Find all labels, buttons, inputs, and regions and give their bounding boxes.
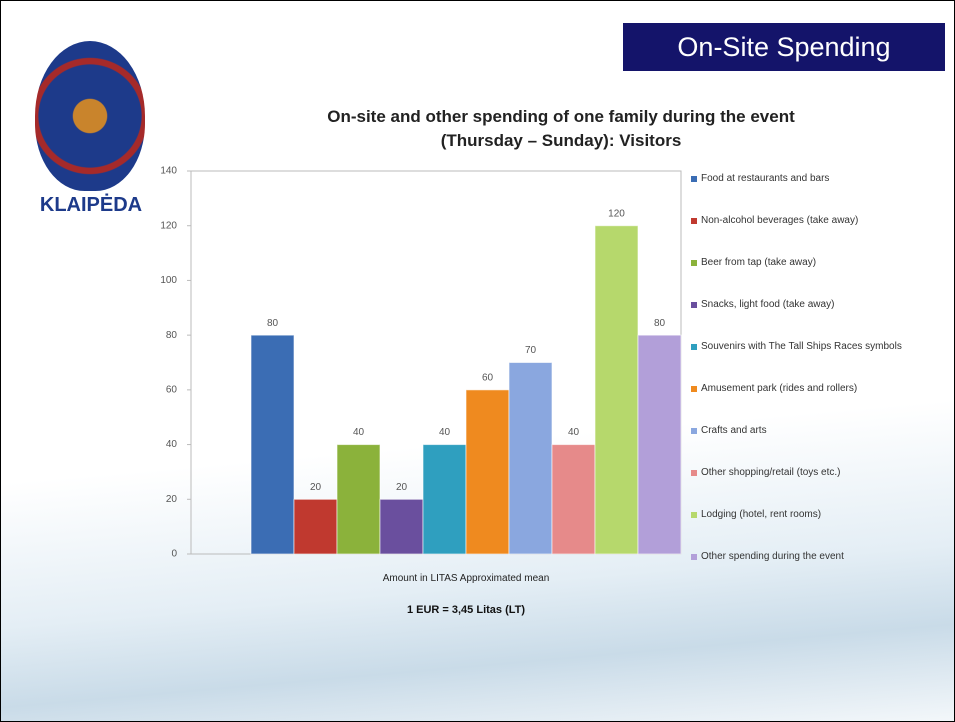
legend-swatch xyxy=(691,218,697,224)
legend-swatch xyxy=(691,512,697,518)
bar xyxy=(466,390,509,554)
legend-label: Souvenirs with The Tall Ships Races symb… xyxy=(701,341,902,352)
data-label: 20 xyxy=(310,482,322,493)
data-label: 70 xyxy=(525,345,537,356)
bar xyxy=(380,499,423,554)
legend-item: Lodging (hotel, rent rooms) xyxy=(691,509,926,520)
legend-item: Other shopping/retail (toys etc.) xyxy=(691,467,926,478)
legend-item: Food at restaurants and bars xyxy=(691,173,926,184)
legend-swatch xyxy=(691,554,697,560)
legend-label: Lodging (hotel, rent rooms) xyxy=(701,509,821,520)
legend-swatch xyxy=(691,176,697,182)
legend-swatch xyxy=(691,386,697,392)
data-label: 60 xyxy=(482,372,494,383)
legend-label: Beer from tap (take away) xyxy=(701,257,816,268)
y-tick-label: 0 xyxy=(171,549,177,560)
y-tick-label: 20 xyxy=(166,494,178,505)
bar xyxy=(294,499,337,554)
legend-item: Beer from tap (take away) xyxy=(691,257,926,268)
data-label: 40 xyxy=(568,427,580,438)
bar xyxy=(423,445,466,554)
data-label: 20 xyxy=(396,482,408,493)
data-label: 80 xyxy=(267,318,279,329)
data-label: 40 xyxy=(439,427,451,438)
bar xyxy=(638,335,681,554)
legend-swatch xyxy=(691,260,697,266)
note: 1 EUR = 3,45 Litas (LT) xyxy=(251,604,681,616)
legend-label: Other spending during the event xyxy=(701,551,844,562)
y-tick-label: 140 xyxy=(160,166,177,177)
bar xyxy=(595,226,638,554)
legend-label: Non-alcohol beverages (take away) xyxy=(701,215,858,226)
y-tick-label: 80 xyxy=(166,330,178,341)
data-label: 40 xyxy=(353,427,365,438)
legend-label: Amusement park (rides and rollers) xyxy=(701,383,857,394)
data-label: 80 xyxy=(654,318,666,329)
x-axis-label: Amount in LITAS Approximated mean xyxy=(251,573,681,584)
legend-swatch xyxy=(691,302,697,308)
legend-item: Souvenirs with The Tall Ships Races symb… xyxy=(691,341,926,352)
legend-label: Snacks, light food (take away) xyxy=(701,299,834,310)
slide: On-Site Spending KLAIPĖDA On-site and ot… xyxy=(0,0,955,722)
bar xyxy=(337,445,380,554)
legend-label: Other shopping/retail (toys etc.) xyxy=(701,467,841,478)
legend-item: Other spending during the event xyxy=(691,551,926,562)
legend-label: Food at restaurants and bars xyxy=(701,173,829,184)
legend-swatch xyxy=(691,344,697,350)
legend-swatch xyxy=(691,470,697,476)
legend-label: Crafts and arts xyxy=(701,425,767,436)
bar xyxy=(509,363,552,555)
legend-item: Crafts and arts xyxy=(691,425,926,436)
y-tick-label: 120 xyxy=(160,220,177,231)
data-label: 120 xyxy=(608,208,625,219)
y-tick-label: 100 xyxy=(160,275,177,286)
bar xyxy=(251,335,294,554)
y-tick-label: 60 xyxy=(166,384,178,395)
legend-item: Non-alcohol beverages (take away) xyxy=(691,215,926,226)
legend-swatch xyxy=(691,428,697,434)
legend-item: Snacks, light food (take away) xyxy=(691,299,926,310)
y-tick-label: 40 xyxy=(166,439,178,450)
bar xyxy=(552,445,595,554)
legend-item: Amusement park (rides and rollers) xyxy=(691,383,926,394)
